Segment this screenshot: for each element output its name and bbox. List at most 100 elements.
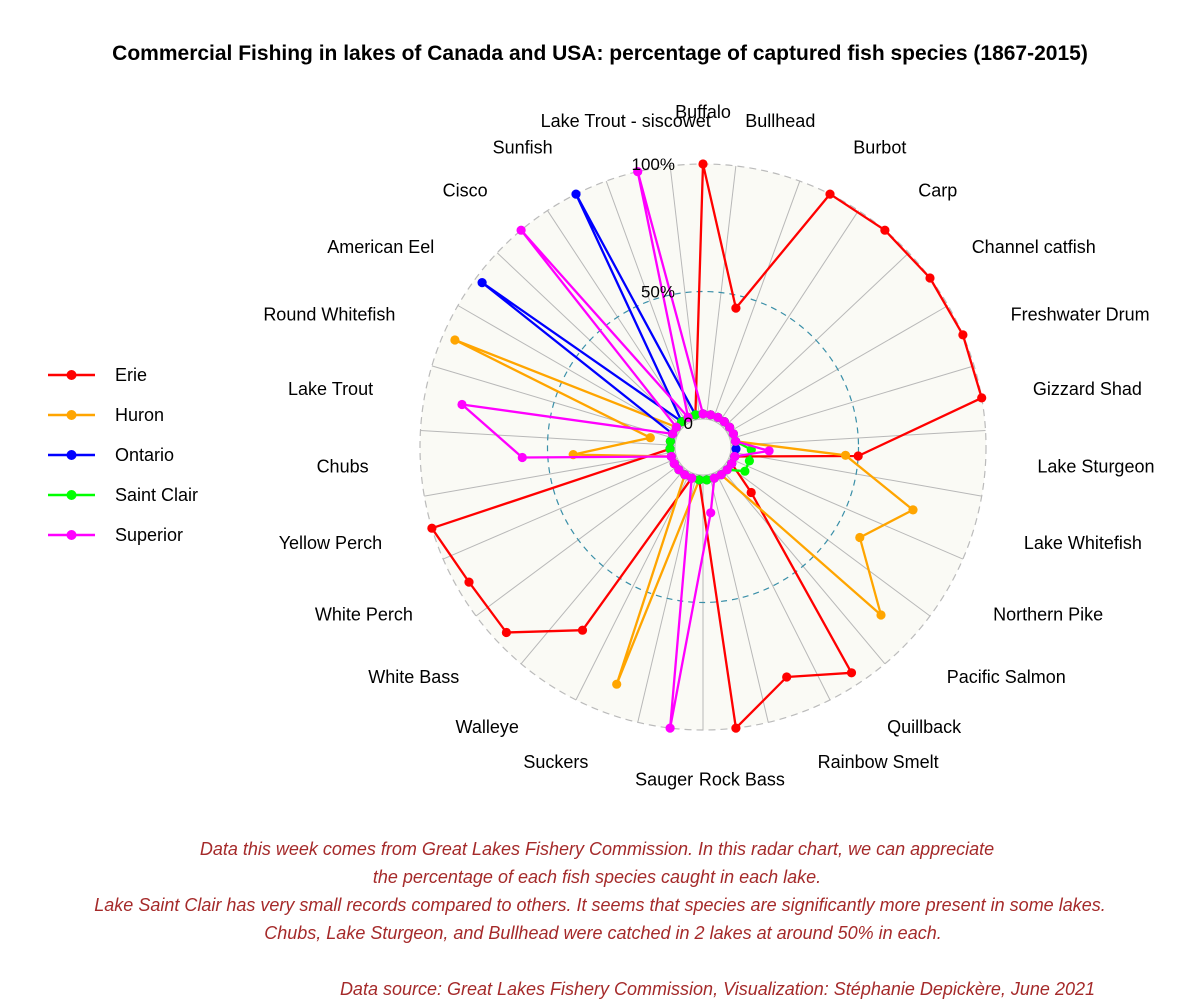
data-point [687, 473, 697, 483]
series-superior [457, 167, 774, 733]
category-label: Quillback [887, 717, 962, 737]
radial-grid-line [575, 471, 691, 701]
series-layer [427, 159, 987, 733]
data-point [427, 523, 437, 533]
data-point [665, 444, 675, 454]
radial-grid-line [708, 474, 769, 723]
category-label: Lake Trout - siscowet [541, 111, 711, 131]
legend-item: Erie [48, 365, 147, 385]
data-point [731, 303, 741, 313]
data-point [457, 399, 467, 410]
tick-label: 0 [684, 414, 693, 433]
data-point [706, 410, 716, 420]
data-point [728, 429, 739, 439]
category-label: Suckers [523, 752, 588, 772]
category-label: Walleye [456, 717, 519, 737]
data-point [840, 450, 851, 460]
radial-grid-line [424, 451, 676, 497]
radar-grid [419, 163, 987, 731]
radial-tick-labels: 0 50% 100% [632, 155, 693, 433]
legend-item: Saint Clair [48, 485, 198, 505]
category-label: Chubs [317, 457, 369, 477]
data-point [450, 335, 460, 345]
data-point [666, 451, 676, 462]
radial-grid-line [669, 165, 701, 420]
data-point [612, 679, 622, 689]
legend-key-point [66, 530, 77, 540]
data-point [709, 473, 719, 483]
data-point [706, 508, 716, 518]
data-point [876, 610, 886, 620]
tick-label: 50% [641, 283, 675, 302]
data-point [516, 225, 526, 235]
legend-label: Saint Clair [115, 485, 198, 505]
data-point [731, 723, 741, 733]
data-point [740, 466, 750, 476]
data-point [571, 189, 581, 199]
data-point [977, 393, 987, 403]
category-label: White Perch [315, 605, 413, 625]
category-labels: Buffalo Bullhead Burbot Carp Channel catfish… [263, 102, 1154, 790]
legend: Erie Huron Ontario Saint Clair Superior [48, 365, 198, 545]
category-label: White Bass [368, 667, 459, 687]
mid-ring [546, 290, 860, 604]
radial-grid-line [605, 180, 694, 421]
data-point [880, 225, 890, 235]
data-point [744, 456, 755, 466]
caption-source: Data source: Great Lakes Fishery Commiss… [340, 979, 1095, 999]
category-label: Rainbow Smelt [818, 752, 939, 772]
category-label: Sunfish [493, 138, 553, 158]
category-label: Bullhead [745, 111, 815, 131]
legend-item: Superior [48, 525, 183, 545]
data-point [853, 451, 863, 461]
category-label: Round Whitefish [263, 304, 395, 324]
data-point [683, 412, 693, 422]
caption-line-1: Data this week comes from Great Lakes Fi… [200, 839, 994, 859]
caption-line-4: Chubs, Lake Sturgeon, and Bullhead were … [264, 923, 941, 943]
category-label: Freshwater Drum [1011, 304, 1150, 324]
data-point [517, 452, 527, 463]
data-point [855, 532, 865, 543]
category-label: Pacific Salmon [947, 667, 1066, 687]
category-label: Yellow Perch [279, 533, 382, 553]
category-label: Rock Bass [699, 770, 785, 790]
radial-grid-line [729, 365, 975, 440]
data-point [846, 668, 857, 678]
data-point [716, 470, 726, 480]
data-point [669, 459, 679, 469]
data-point [633, 167, 643, 177]
category-label: Burbot [853, 138, 906, 158]
data-point [698, 409, 708, 419]
legend-key-point [66, 370, 77, 380]
category-label: Cisco [443, 180, 488, 200]
data-point [671, 422, 682, 432]
data-point [702, 475, 712, 485]
data-point [825, 189, 835, 199]
category-label: Sauger [635, 770, 693, 790]
radial-grid-line [730, 430, 986, 446]
legend-label: Superior [115, 525, 183, 545]
data-point [782, 672, 792, 682]
radial-grid-line [442, 457, 678, 560]
data-point [746, 487, 756, 498]
radial-grid-line [457, 305, 680, 434]
data-point [731, 436, 741, 446]
legend-key-point [66, 410, 77, 420]
legend-label: Erie [115, 365, 147, 385]
legend-key-point [66, 490, 77, 500]
data-point [501, 627, 511, 638]
category-label: Buffalo [675, 102, 731, 122]
legend-item: Huron [48, 405, 164, 425]
data-point [577, 625, 588, 635]
caption-line-3: Lake Saint Clair has very small records … [94, 895, 1105, 915]
category-label: American Eel [327, 237, 434, 257]
data-point [464, 577, 474, 587]
category-label: Channel catfish [972, 237, 1096, 257]
data-point [665, 436, 676, 446]
radial-grid-line [728, 457, 964, 560]
data-point [698, 159, 708, 169]
tick-label: 100% [632, 155, 675, 174]
legend-label: Huron [115, 405, 164, 425]
category-label: Lake Sturgeon [1037, 457, 1154, 477]
data-point [908, 505, 918, 515]
